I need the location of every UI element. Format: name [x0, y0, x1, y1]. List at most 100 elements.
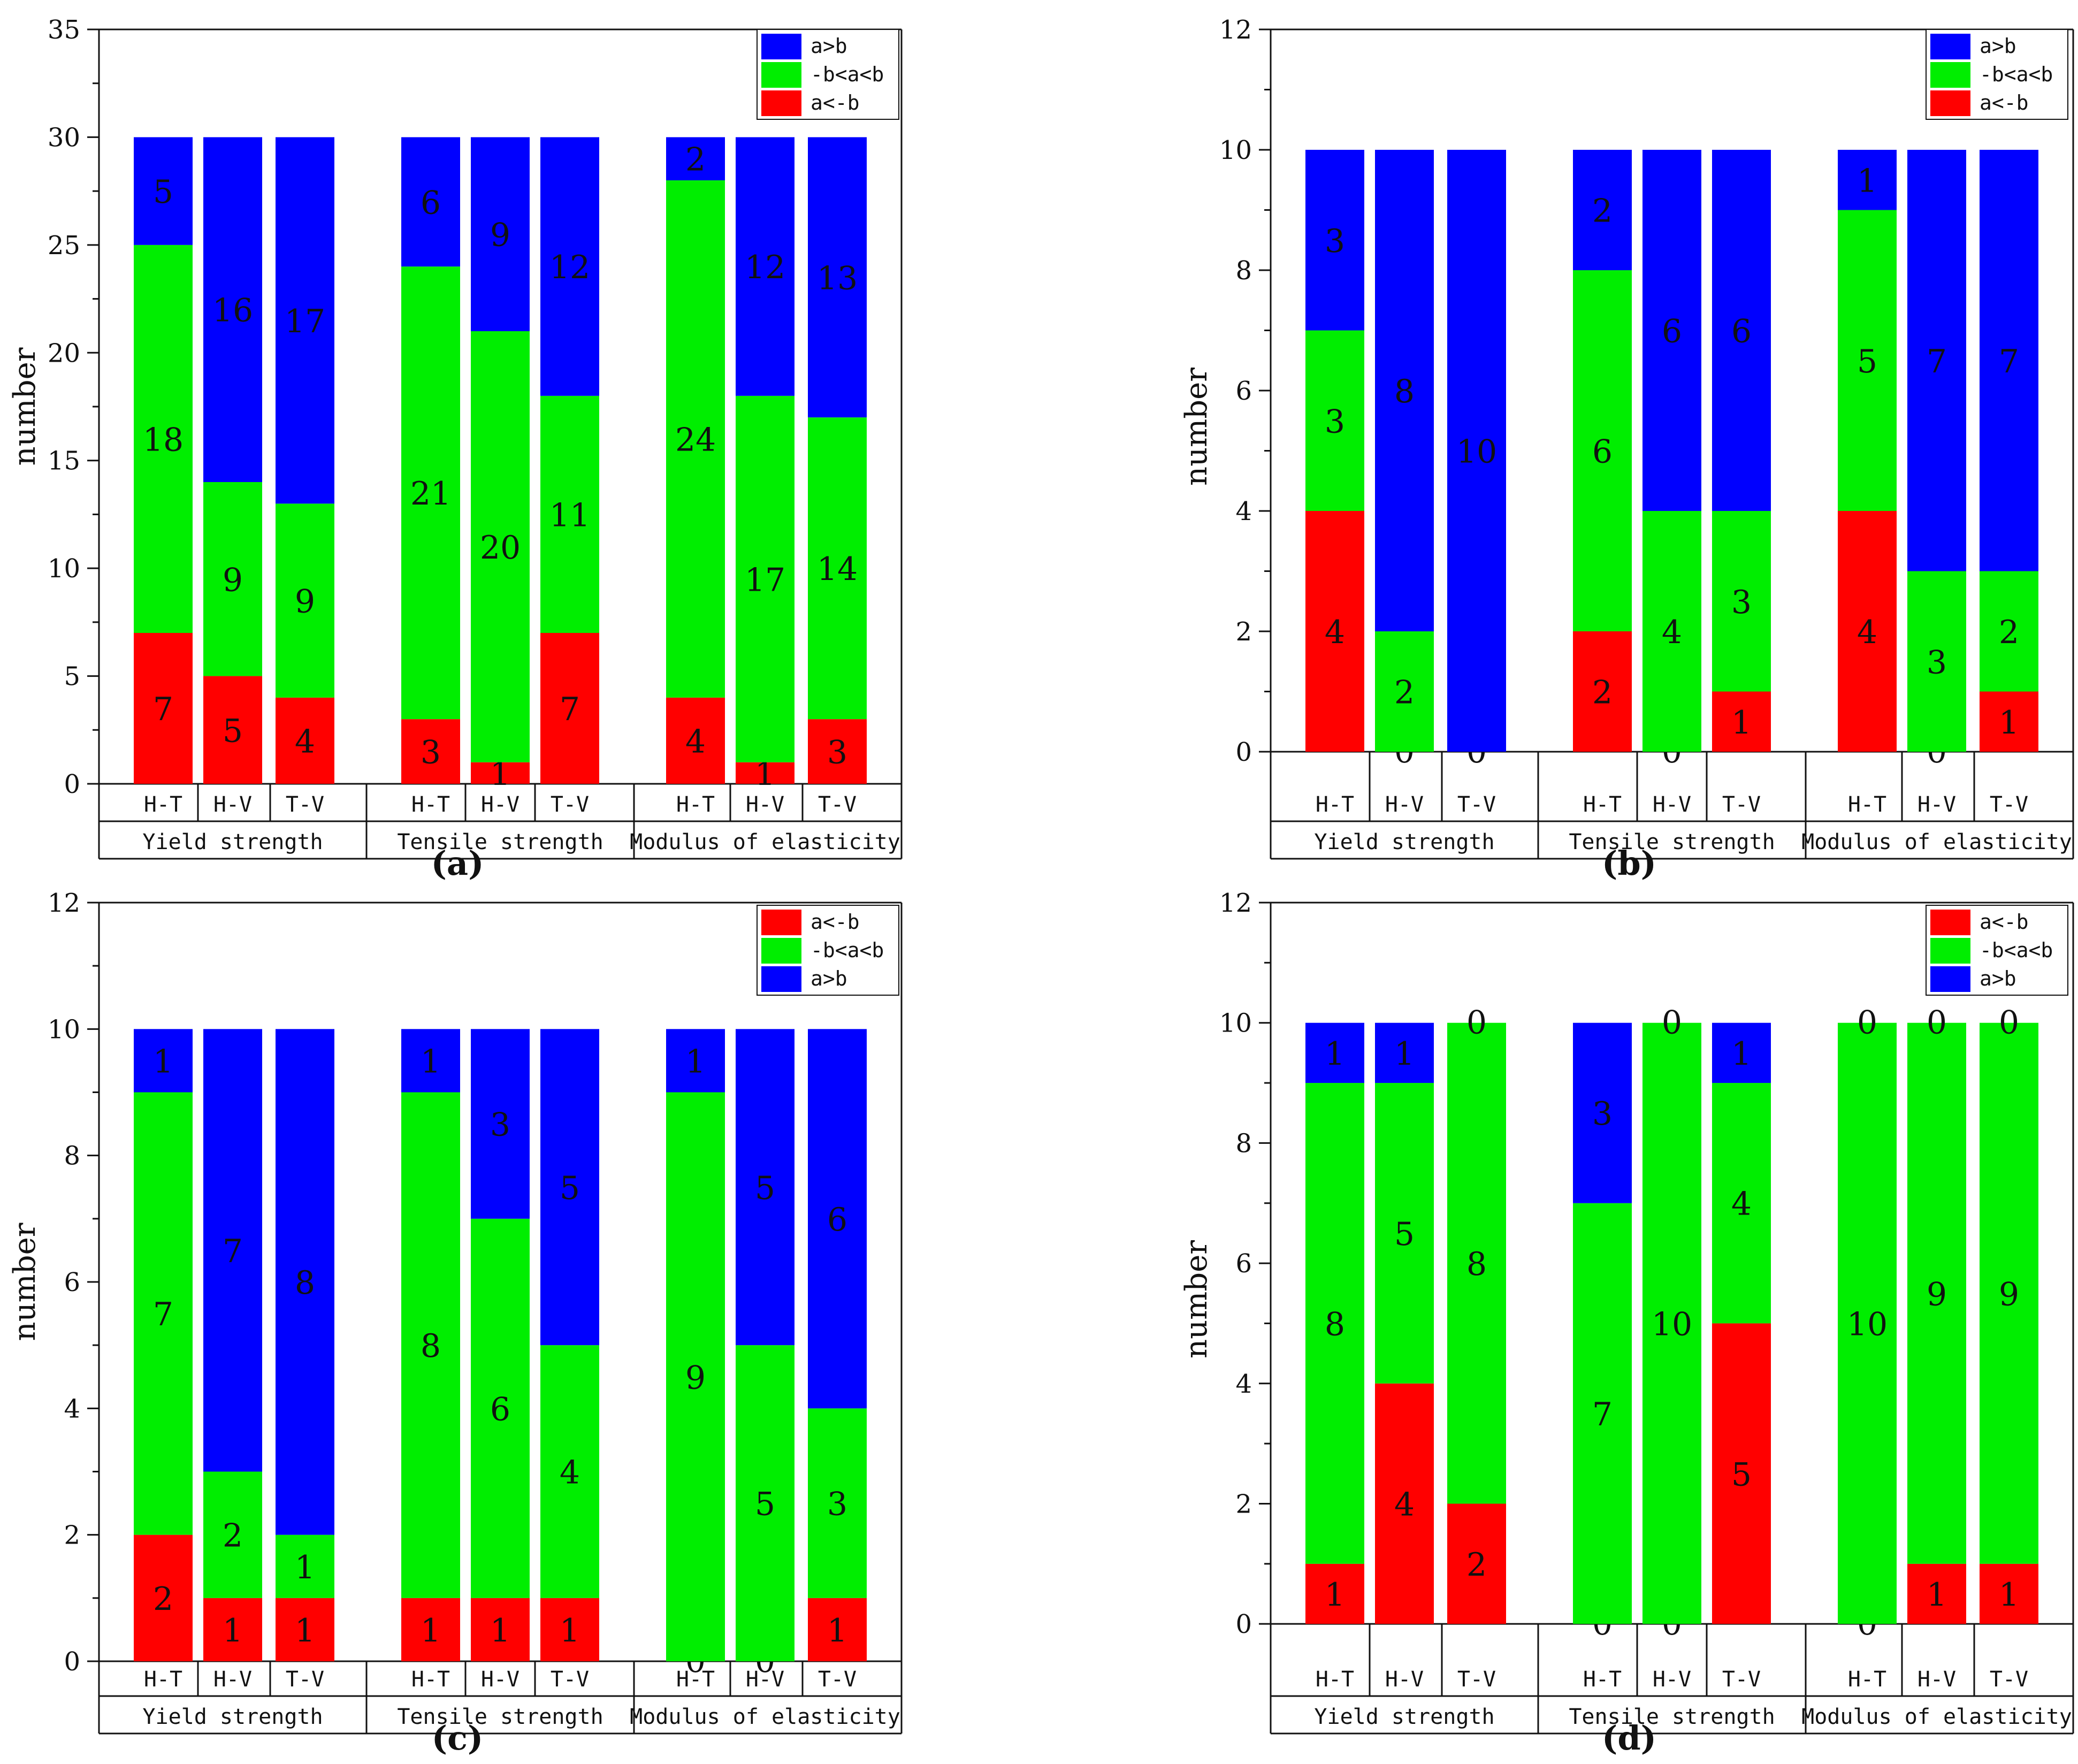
bar-segment-blue [471, 137, 530, 331]
legend-label: -b<a<b [1980, 938, 2053, 962]
legend-swatch-blue [1930, 34, 1970, 59]
group-label: Modulus of elasticity [630, 830, 900, 854]
bar-value-label: 1 [421, 1612, 441, 1650]
bar-segment-green [540, 395, 599, 633]
bar-value-label: 10 [1652, 1305, 1692, 1343]
bar-segment-red [471, 1598, 530, 1661]
bar-value-label: 2 [1999, 614, 2019, 651]
bar-value-label: 1 [685, 1043, 706, 1080]
category-label: H-T [1848, 792, 1886, 817]
bar-segment-green [1980, 1022, 2038, 1564]
category-label: T-V [818, 792, 857, 817]
category-label: H-V [746, 792, 784, 817]
bar-segment-green [471, 331, 530, 762]
bar-value-label: 1 [1999, 1576, 2019, 1614]
bar-value-label: 1 [490, 1612, 510, 1650]
bar-value-label: 6 [827, 1201, 847, 1239]
bar-value-label: 3 [1325, 223, 1345, 260]
bar-segment-green [276, 503, 334, 698]
y-tick-label: 10 [48, 1014, 80, 1044]
bar-segment-blue [401, 137, 460, 267]
bar-value-label: 1 [1927, 1576, 1947, 1614]
bar-segment-blue [203, 1029, 262, 1472]
bar-value-label: 6 [490, 1391, 510, 1428]
bar-segment-green [1642, 1022, 1701, 1624]
bar-segment-red [1573, 631, 1632, 752]
legend-label: a>b [811, 967, 847, 990]
bar-segment-blue [1447, 150, 1506, 752]
bar-segment-red [1305, 1563, 1364, 1624]
bar-segment-green [1642, 511, 1701, 752]
bar-value-label: 1 [560, 1612, 580, 1650]
category-label: H-V [213, 792, 252, 817]
bar-value-label: 17 [745, 561, 785, 599]
bar-segment-green [203, 482, 262, 676]
bar-segment-green [1573, 270, 1632, 631]
category-label: T-V [1990, 1667, 2028, 1692]
y-axis-label: number [1179, 1240, 1214, 1358]
bar-segment-blue [134, 137, 193, 245]
bar-value-label: 6 [421, 184, 441, 222]
panel-caption: (c) [432, 1719, 483, 1758]
bar-segment-green [134, 245, 193, 633]
bar-value-label: 6 [1592, 433, 1613, 471]
bar-value-label: 4 [560, 1454, 580, 1492]
bar-segment-green [1712, 511, 1771, 692]
bar-segment-green [666, 1092, 725, 1661]
bar-value-label: 9 [490, 217, 510, 254]
bar-segment-red [1907, 1563, 1966, 1624]
bar-segment-red [1712, 691, 1771, 752]
bar-value-label: 3 [1731, 584, 1752, 621]
bar-segment-red [808, 719, 867, 784]
bar-value-label: 1 [827, 1612, 847, 1650]
bar-segment-green [1907, 1022, 1966, 1564]
y-tick-label: 0 [1235, 1609, 1252, 1639]
y-tick-label: 5 [64, 662, 80, 692]
group-label: Yield strength [142, 830, 323, 854]
bar-value-label: 6 [1662, 313, 1682, 350]
bar-value-label: 17 [285, 303, 325, 340]
bar-value-label: 16 [212, 292, 253, 330]
bar-value-label: 3 [421, 734, 441, 772]
bar-segment-red [401, 1598, 460, 1661]
category-label: T-V [1722, 792, 1761, 817]
bar-segment-blue [540, 137, 599, 396]
bar-value-label: 4 [1394, 1486, 1415, 1523]
bar-value-label: 2 [1394, 674, 1415, 712]
legend-label: -b<a<b [811, 938, 884, 962]
bar-value-label: 3 [827, 1486, 847, 1523]
bar-segment-green [808, 1408, 867, 1598]
bar-segment-red [1375, 1383, 1434, 1624]
legend: a>b -b<a<b a<-b [757, 29, 899, 120]
legend-label: a<-b [1980, 910, 2029, 934]
bar-segment-green [1447, 1022, 1506, 1504]
group-label: Tensile strength [1569, 1705, 1775, 1729]
y-tick-label: 4 [1235, 1369, 1252, 1399]
bar-segment-blue [276, 1029, 334, 1535]
bar-segment-blue [808, 1029, 867, 1409]
category-label: H-T [1848, 1667, 1886, 1692]
bar-segment-red [401, 719, 460, 784]
y-tick-label: 8 [1235, 256, 1252, 286]
bar-value-label: 8 [1394, 373, 1415, 410]
bar-segment-blue [1375, 1022, 1434, 1083]
bar-segment-green [401, 1092, 460, 1598]
group-label: Yield strength [1314, 830, 1494, 854]
bar-value-label: 3 [1325, 403, 1345, 440]
bar-value-label: 11 [549, 497, 590, 534]
bar-segment-green [666, 180, 725, 698]
legend-label: a>b [811, 34, 847, 58]
bar-segment-green [808, 417, 867, 720]
y-tick-label: 30 [48, 123, 80, 152]
bar-segment-green [276, 1534, 334, 1598]
bar-segment-red [276, 697, 334, 784]
bar-value-label: 7 [1592, 1396, 1613, 1433]
bar-segment-red [736, 762, 794, 784]
legend-label: a>b [1980, 967, 2016, 990]
category-label: T-V [286, 1667, 324, 1692]
legend-label: a<-b [811, 910, 860, 934]
bar-segment-blue [1712, 1022, 1771, 1083]
bar-value-label: 3 [827, 734, 847, 772]
legend-swatch-green [1930, 938, 1970, 964]
bar-segment-red [134, 1534, 193, 1661]
